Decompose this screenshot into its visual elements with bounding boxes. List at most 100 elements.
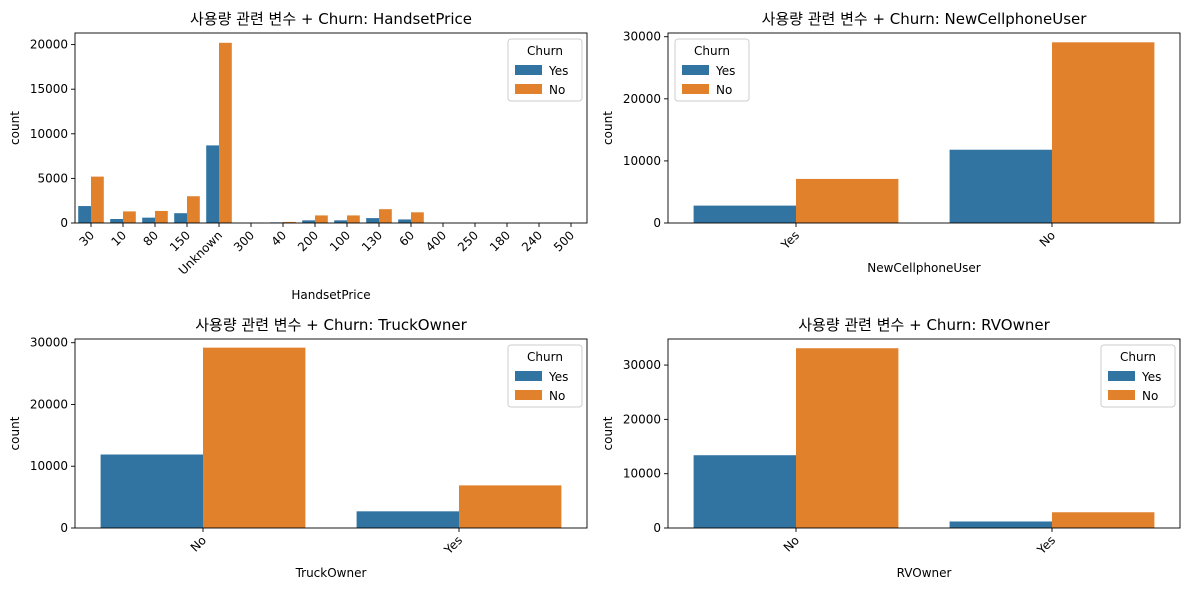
bar-no-80 [155, 210, 168, 223]
x-tick-label: 130 [359, 228, 385, 254]
legend-label-yes: Yes [1141, 370, 1161, 384]
x-axis-label: HandsetPrice [291, 288, 370, 302]
x-tick-label: 60 [396, 228, 417, 249]
bar-no-yes [1052, 512, 1155, 528]
legend-swatch-yes [1108, 371, 1135, 381]
y-tick-label: 0 [653, 521, 661, 535]
y-tick-label: 5000 [37, 171, 68, 185]
chart-panel-3: 사용량 관련 변수 + Churn: TruckOwner 0 10000 20000… [8, 316, 588, 580]
bar-yes-no [949, 149, 1052, 223]
bar-yes-10 [110, 218, 123, 223]
bar-no-no [796, 348, 899, 528]
x-tick-label: 10 [108, 228, 129, 249]
x-tick-label: 180 [487, 228, 513, 254]
bar-yes-80 [142, 217, 155, 223]
bar-yes-30 [78, 206, 91, 223]
legend-title: Churn [527, 44, 563, 58]
legend: Churn Yes No [674, 38, 750, 102]
bar-no-10 [123, 211, 136, 223]
bar-no-no [1052, 42, 1155, 224]
chart-panel-2: 사용량 관련 변수 + Churn: NewCellphoneUser 0 1000… [601, 10, 1181, 275]
legend-swatch-no [515, 84, 542, 94]
bar-yes-no [693, 455, 796, 528]
chart-title: 사용량 관련 변수 + Churn: TruckOwner [195, 316, 467, 334]
legend-title: Churn [694, 44, 730, 58]
x-tick-label: Yes [441, 533, 465, 557]
x-tick-label: 150 [167, 228, 193, 254]
x-tick-label: No [188, 533, 209, 554]
y-tick-label: 10000 [30, 127, 68, 141]
x-tick-label: 300 [231, 228, 257, 254]
y-tick-label: 30000 [30, 336, 68, 350]
y-tick-label: 0 [60, 521, 68, 535]
bar-no-yes [796, 178, 899, 223]
y-tick-label: 10000 [30, 459, 68, 473]
legend-label-no: No [549, 389, 565, 403]
y-axis-label: count [8, 416, 22, 450]
bar-yes-60 [398, 219, 411, 223]
legend-title: Churn [1120, 350, 1156, 364]
plot-frame [667, 32, 1181, 224]
chart-title: 사용량 관련 변수 + Churn: RVOwner [798, 316, 1050, 334]
bar-no-no [203, 347, 306, 528]
legend-swatch-yes [515, 65, 542, 75]
x-axis-label: RVOwner [897, 566, 952, 580]
x-tick-label: 80 [140, 228, 161, 249]
x-tick-label: No [781, 533, 802, 554]
bar-yes-yes [356, 511, 459, 528]
x-tick-label: No [1037, 228, 1058, 249]
legend-swatch-no [515, 390, 542, 400]
y-tick-label: 10000 [623, 467, 661, 481]
bar-yes-130 [366, 218, 379, 223]
legend-label-yes: Yes [548, 370, 568, 384]
x-tick-label: 40 [268, 228, 289, 249]
bar-no-40 [283, 221, 296, 223]
legend-swatch-no [1108, 390, 1135, 400]
legend-swatch-yes [682, 65, 709, 75]
legend-swatch-no [682, 84, 709, 94]
legend: Churn Yes No [507, 344, 583, 408]
chart-title: 사용량 관련 변수 + Churn: HandsetPrice [190, 10, 472, 28]
x-tick-label: 240 [519, 228, 545, 254]
bar-yes-100 [334, 220, 347, 223]
y-axis-label: count [601, 416, 615, 450]
x-tick-label: 400 [423, 228, 449, 254]
y-tick-label: 0 [653, 216, 661, 230]
bar-no-30 [91, 176, 104, 223]
y-tick-label: 30000 [623, 358, 661, 372]
legend: Churn Yes No [507, 38, 583, 102]
x-tick-label: 500 [551, 228, 577, 254]
y-tick-label: 15000 [30, 82, 68, 96]
x-axis-label: NewCellphoneUser [867, 261, 981, 275]
x-tick-label: 200 [295, 228, 321, 254]
bar-yes-yes [949, 521, 1052, 528]
y-axis-label: count [601, 111, 615, 145]
bar-yes-150 [174, 213, 187, 223]
legend-label-yes: Yes [548, 64, 568, 78]
legend-title: Churn [527, 350, 563, 364]
bar-no-unknown [219, 42, 232, 224]
x-tick-label: 250 [455, 228, 481, 254]
bar-yes-unknown [206, 145, 219, 223]
bar-no-150 [187, 196, 200, 223]
legend-label-no: No [716, 83, 732, 97]
y-axis-label: count [8, 111, 22, 145]
y-tick-label: 0 [60, 216, 68, 230]
y-tick-label: 20000 [623, 92, 661, 106]
x-tick-label: Yes [1034, 533, 1058, 557]
legend: Churn Yes No [1100, 344, 1176, 408]
legend-label-yes: Yes [715, 64, 735, 78]
y-tick-label: 20000 [623, 412, 661, 426]
bar-no-100 [347, 215, 360, 223]
bar-yes-no [100, 454, 203, 528]
y-tick-label: 20000 [30, 397, 68, 411]
x-tick-label: 30 [76, 228, 97, 249]
chart-panel-1: 사용량 관련 변수 + Churn: HandsetPrice 0 5000 1000… [8, 10, 588, 302]
chart-title: 사용량 관련 변수 + Churn: NewCellphoneUser [762, 10, 1088, 28]
y-tick-label: 20000 [30, 38, 68, 52]
plot-frame [74, 338, 588, 529]
bar-no-130 [379, 209, 392, 223]
chart-panel-4: 사용량 관련 변수 + Churn: RVOwner 0 10000 20000 300… [601, 316, 1181, 580]
legend-swatch-yes [515, 371, 542, 381]
